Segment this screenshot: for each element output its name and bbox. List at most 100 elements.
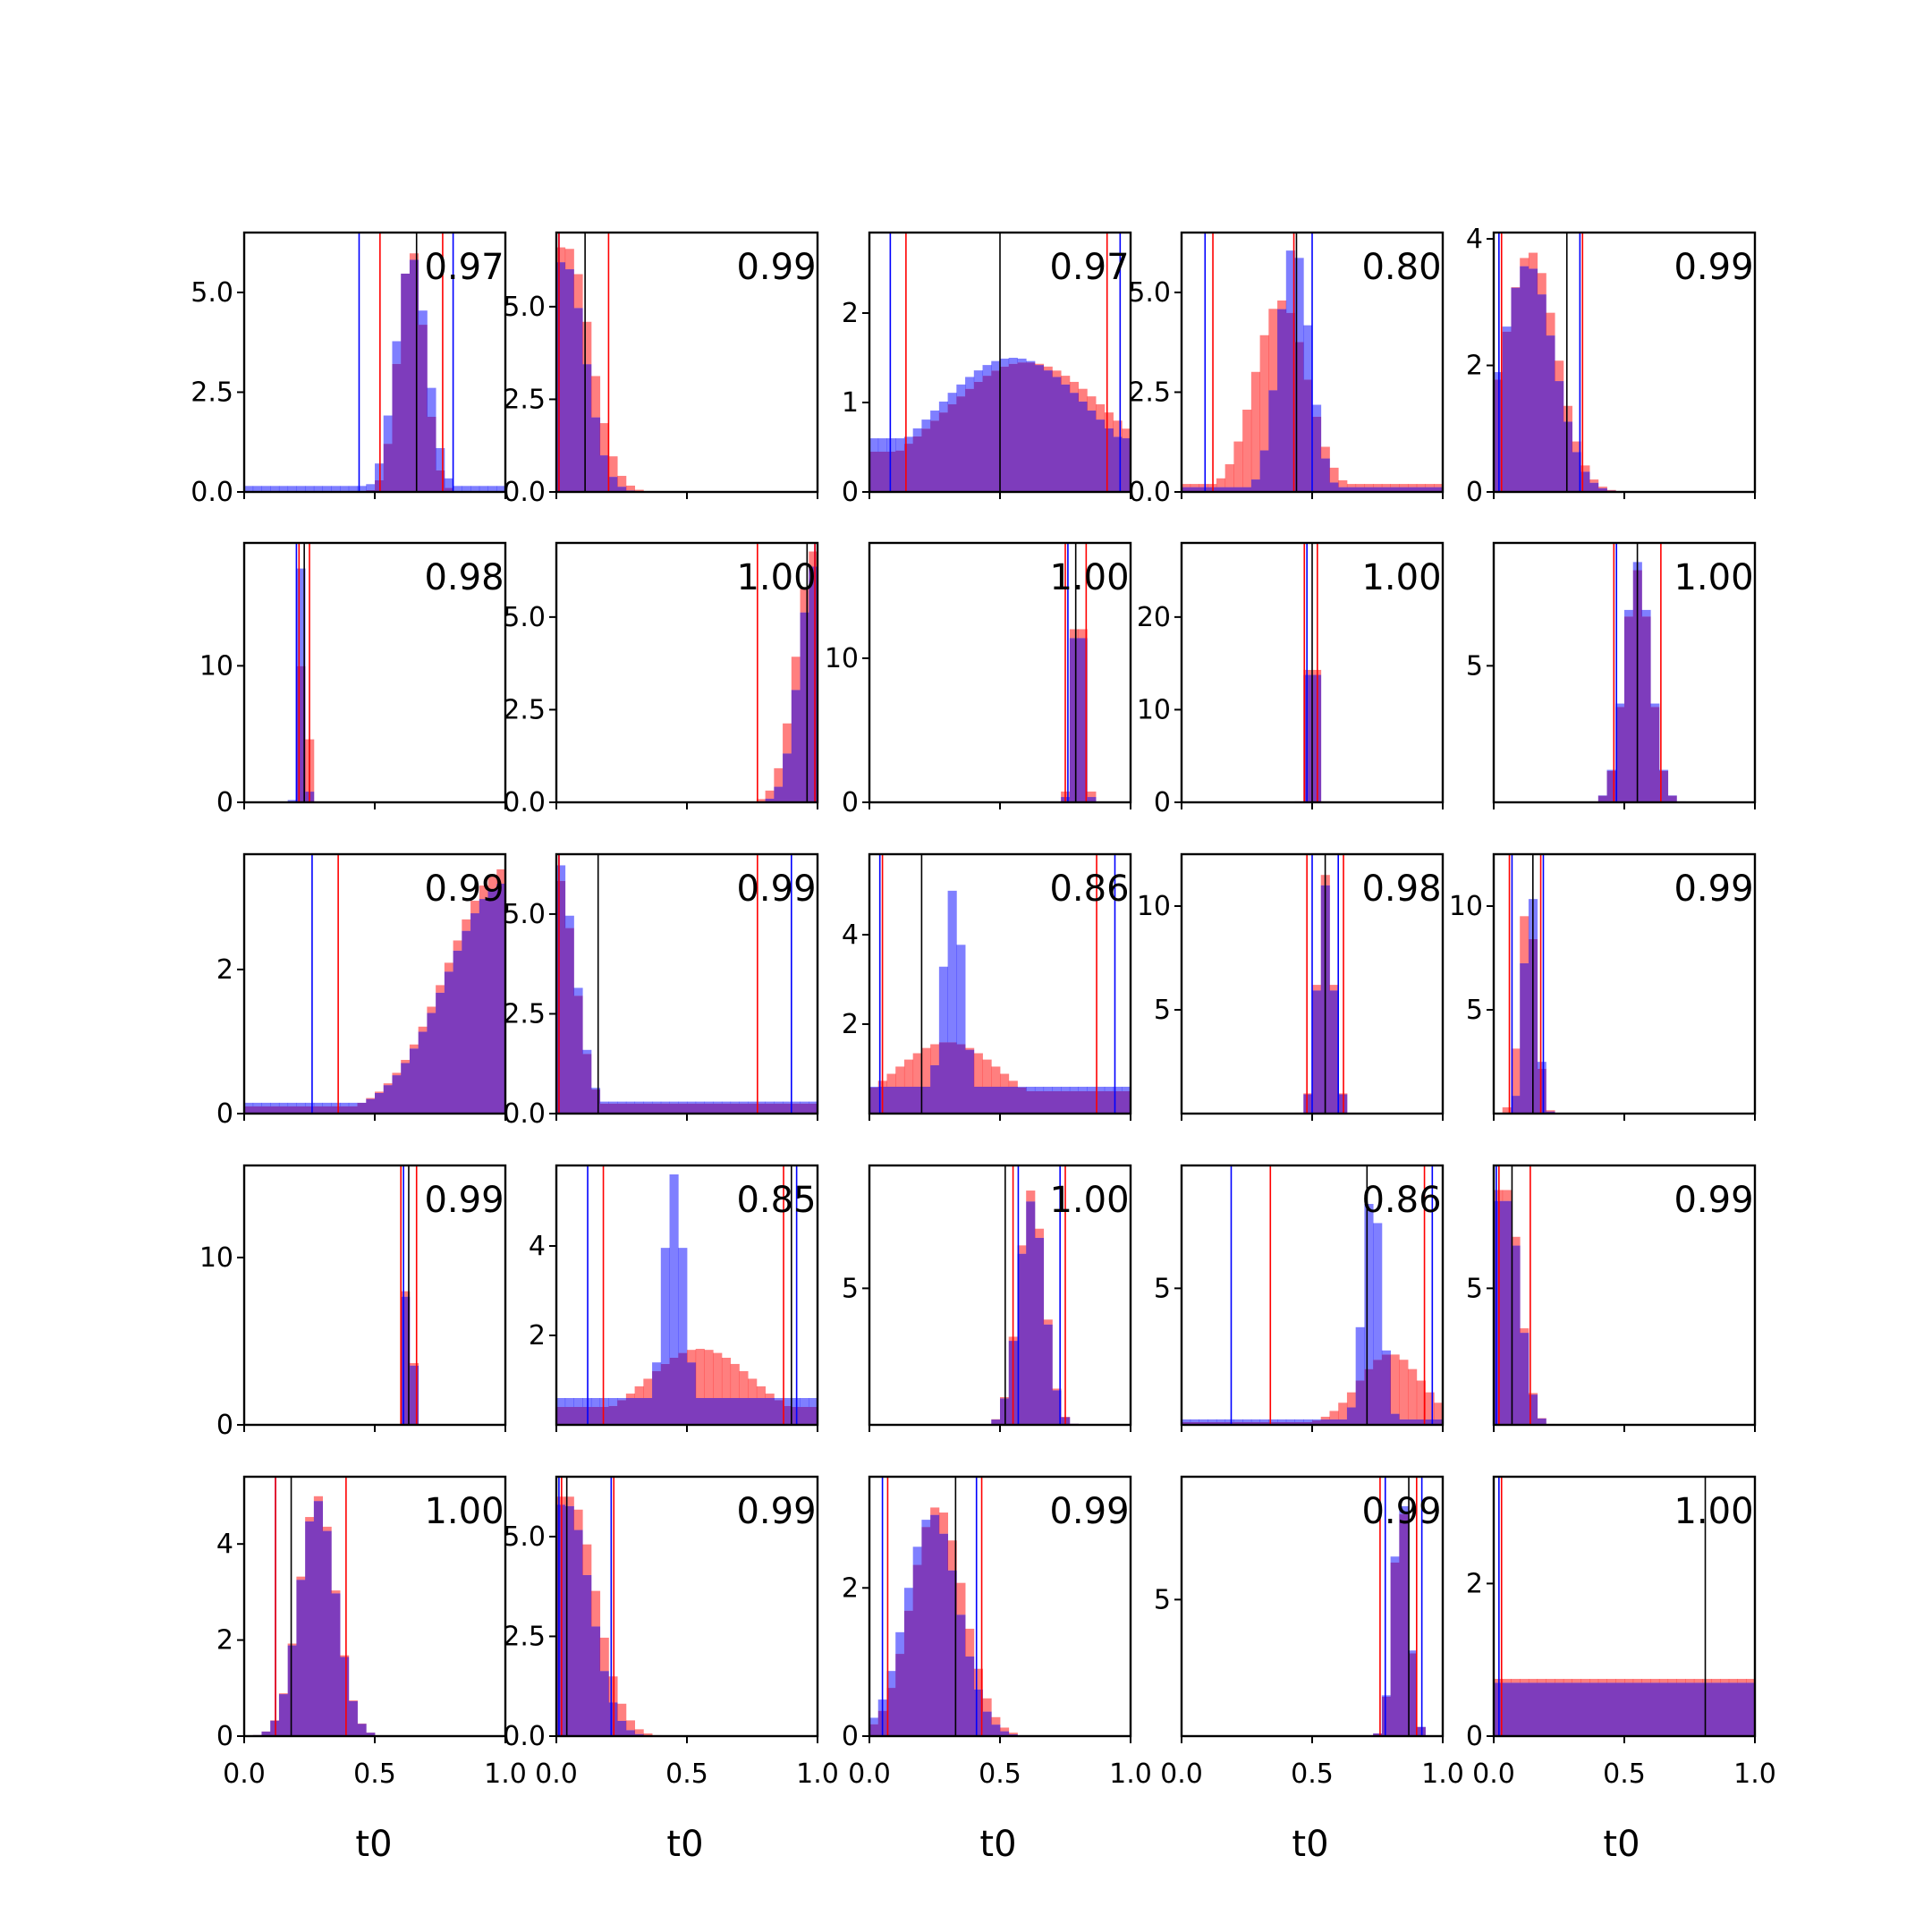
red-bar bbox=[599, 423, 609, 456]
overlap-bar bbox=[287, 1645, 297, 1736]
overlap-bar bbox=[1425, 487, 1435, 492]
overlap-bar bbox=[1537, 1068, 1546, 1114]
histogram-panel: 0.99 5 10 bbox=[1449, 852, 1757, 1121]
x-tick-label: 0.5 bbox=[979, 1758, 1021, 1790]
overlap-bar bbox=[1693, 1682, 1703, 1736]
blue-bar bbox=[895, 438, 905, 451]
overlap-bar bbox=[1182, 487, 1191, 492]
blue-bar bbox=[348, 486, 358, 492]
overlap-bar bbox=[1043, 370, 1053, 492]
blue-bar bbox=[678, 1101, 688, 1104]
overlap-bar bbox=[340, 1657, 350, 1736]
red-bar bbox=[1580, 1679, 1590, 1683]
blue-bar bbox=[1650, 703, 1660, 708]
overlap-bar bbox=[1104, 428, 1114, 492]
overlap-bar bbox=[1546, 335, 1555, 492]
blue-bar bbox=[1312, 404, 1322, 417]
correlation-label: 1.00 bbox=[1049, 557, 1129, 598]
overlap-bar bbox=[409, 1048, 419, 1114]
histogram-panel: 0.99 5 0.0 0.5 1.0 bbox=[1154, 1475, 1464, 1790]
red-bar bbox=[1078, 629, 1088, 639]
overlap-bar bbox=[1069, 638, 1079, 802]
red-bar bbox=[1425, 484, 1435, 487]
histogram-panel: 1.00 5 bbox=[1466, 541, 1757, 809]
overlap-bar bbox=[427, 417, 436, 492]
blue-bar bbox=[348, 1102, 358, 1106]
red-bar bbox=[1615, 1679, 1625, 1683]
histogram-panel: 0.85 2 4 bbox=[529, 1164, 819, 1432]
red-bar bbox=[1338, 479, 1348, 487]
overlap-bar bbox=[809, 566, 818, 802]
overlap-bar bbox=[1502, 331, 1512, 492]
blue-bar bbox=[305, 1102, 315, 1106]
overlap-bar bbox=[930, 1064, 940, 1114]
blue-bar bbox=[912, 428, 922, 436]
red-bar bbox=[1502, 1190, 1512, 1201]
red-bar bbox=[1511, 1236, 1521, 1246]
overlap-bar bbox=[965, 1657, 975, 1736]
red-bar bbox=[1502, 1107, 1512, 1114]
red-bar bbox=[556, 247, 566, 263]
overlap-bar bbox=[1641, 616, 1651, 802]
overlap-bar bbox=[1026, 362, 1036, 492]
overlap-bar bbox=[375, 1092, 385, 1114]
overlap-bar bbox=[1285, 312, 1295, 492]
overlap-bar bbox=[912, 1564, 922, 1736]
red-bar bbox=[1320, 446, 1330, 459]
overlap-bar bbox=[1597, 487, 1607, 492]
overlap-bar bbox=[392, 363, 402, 492]
red-bar bbox=[1537, 1679, 1546, 1683]
overlap-bar bbox=[1746, 1682, 1756, 1736]
histogram-panel: 1.00 0 10 20 bbox=[1137, 541, 1445, 818]
overlap-bar bbox=[765, 1398, 775, 1425]
red-bar bbox=[1580, 465, 1590, 472]
overlap-bar bbox=[1597, 795, 1607, 802]
x-axis-label: t0 bbox=[979, 1824, 1016, 1865]
blue-bar bbox=[1624, 609, 1634, 617]
red-bar bbox=[704, 1350, 714, 1398]
overlap-bar bbox=[634, 1398, 644, 1425]
overlap-bar bbox=[938, 412, 948, 492]
red-bar bbox=[634, 1385, 644, 1398]
blue-bar bbox=[418, 310, 428, 326]
overlap-bar bbox=[1520, 962, 1530, 1114]
blue-bar bbox=[331, 1102, 341, 1106]
blue-bar bbox=[556, 865, 566, 881]
red-bar bbox=[1555, 1679, 1564, 1683]
blue-bar bbox=[496, 486, 506, 492]
red-bar bbox=[1416, 484, 1426, 487]
blue-bar bbox=[1381, 1695, 1391, 1697]
blue-bar bbox=[982, 365, 992, 377]
blue-bar bbox=[313, 486, 323, 492]
overlap-bar bbox=[1390, 487, 1400, 492]
overlap-bar bbox=[765, 798, 775, 802]
y-tick-label: 0.0 bbox=[503, 1098, 546, 1130]
red-bar bbox=[582, 321, 592, 365]
correlation-label: 0.98 bbox=[1361, 869, 1441, 910]
red-bar bbox=[305, 1517, 315, 1521]
red-bar bbox=[296, 1576, 306, 1580]
histogram-panel: 0.99 0.0 2.5 5.0 bbox=[503, 852, 819, 1130]
red-bar bbox=[340, 1655, 350, 1657]
blue-bar bbox=[252, 486, 262, 492]
y-tick-label: 5.0 bbox=[503, 1521, 546, 1553]
overlap-bar bbox=[1355, 487, 1365, 492]
overlap-bar bbox=[1537, 294, 1546, 492]
y-tick-label: 5.0 bbox=[503, 899, 546, 930]
histogram-panel: 0.99 0 2 4 bbox=[1466, 224, 1757, 508]
red-bar bbox=[453, 940, 462, 951]
blue-bar bbox=[1069, 1087, 1079, 1091]
red-bar bbox=[1589, 479, 1599, 483]
overlap-bar bbox=[991, 1419, 1001, 1425]
y-tick-label: 4 bbox=[842, 919, 859, 951]
blue-bar bbox=[938, 966, 948, 1043]
overlap-bar bbox=[1008, 363, 1018, 492]
red-bar bbox=[1563, 1679, 1572, 1683]
blue-bar bbox=[1008, 358, 1018, 364]
overlap-bar bbox=[1528, 268, 1538, 492]
red-bar bbox=[1546, 312, 1555, 336]
red-bar bbox=[573, 1509, 583, 1530]
red-bar bbox=[625, 1720, 635, 1731]
red-bar bbox=[965, 1047, 975, 1050]
overlap-bar bbox=[903, 444, 914, 492]
